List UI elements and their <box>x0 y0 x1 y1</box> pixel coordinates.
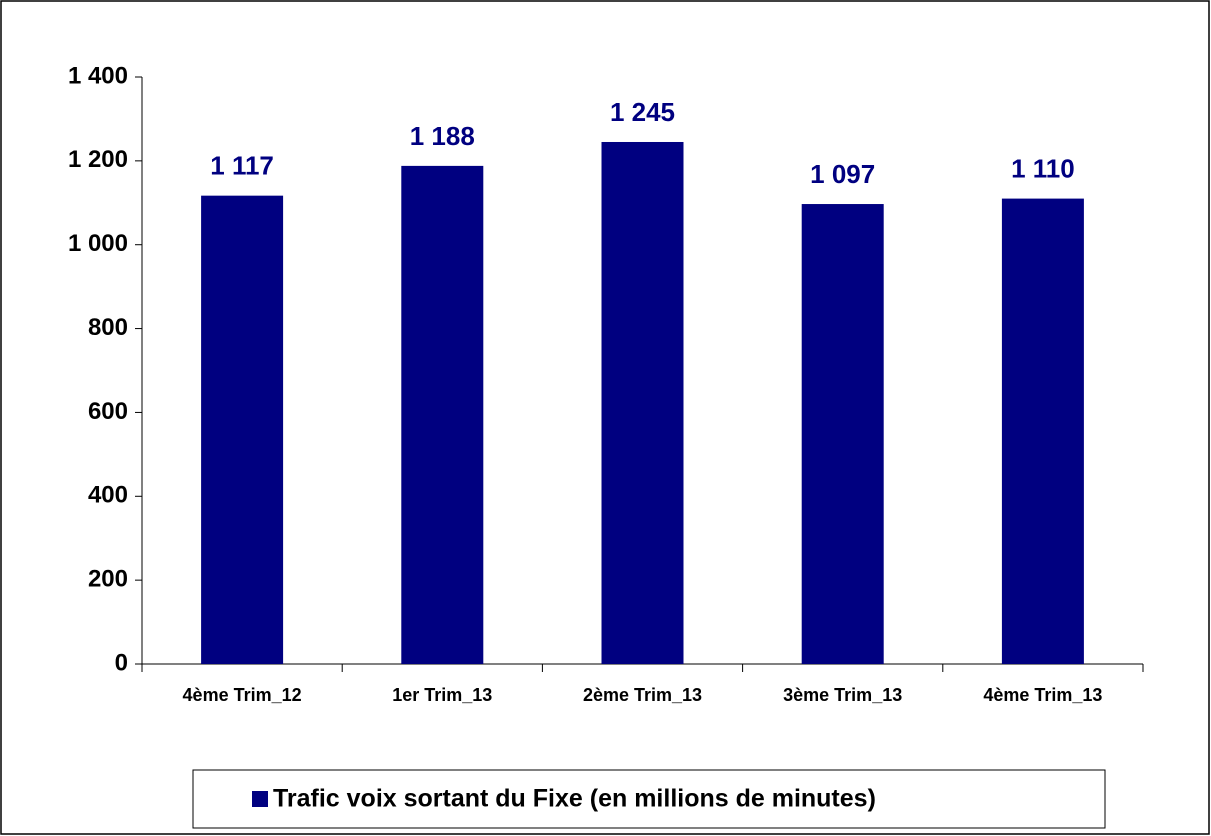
x-tick-label: 3ème Trim_13 <box>783 685 902 705</box>
y-tick-label: 0 <box>115 649 128 676</box>
data-label: 1 097 <box>810 159 875 189</box>
bar <box>201 195 284 665</box>
y-tick-label: 200 <box>88 565 128 592</box>
legend-box <box>192 769 1106 829</box>
data-label: 1 110 <box>1011 153 1075 183</box>
bar <box>1001 198 1084 665</box>
x-tick-label: 4ème Trim_12 <box>183 685 302 705</box>
bar <box>601 141 684 665</box>
data-label: 1 188 <box>410 121 475 151</box>
x-tick-label: 2ème Trim_13 <box>583 685 702 705</box>
y-tick-label: 1 200 <box>68 146 128 173</box>
y-tick-label: 800 <box>88 314 128 341</box>
y-tick-label: 400 <box>88 482 128 509</box>
y-tick-label: 1 400 <box>68 62 128 89</box>
data-label: 1 245 <box>610 97 675 127</box>
x-tick-label: 1er Trim_13 <box>392 685 492 705</box>
bar <box>401 165 484 665</box>
legend-label: Trafic voix sortant du Fixe (en millions… <box>273 785 876 813</box>
y-tick-label: 1 000 <box>68 230 128 257</box>
y-tick-label: 600 <box>88 398 128 425</box>
bar <box>801 204 884 664</box>
legend-swatch <box>252 791 268 807</box>
data-label: 1 117 <box>210 151 274 181</box>
x-tick-label: 4ème Trim_13 <box>983 685 1102 705</box>
